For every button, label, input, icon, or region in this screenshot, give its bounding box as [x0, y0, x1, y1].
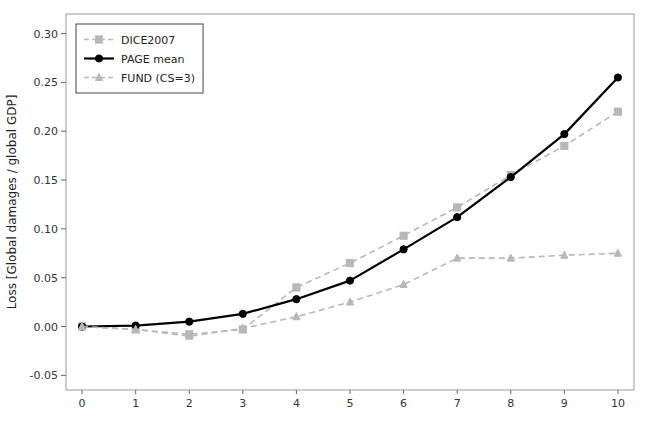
point: [400, 246, 407, 253]
y-tick: [61, 375, 66, 376]
y-tick-label: 0.25: [34, 76, 59, 89]
legend-label: FUND (CS=3): [121, 72, 195, 85]
point: [293, 313, 300, 320]
point: [561, 251, 568, 258]
y-tick-label: 0.15: [34, 174, 59, 187]
legend-label: DICE2007: [121, 34, 175, 47]
y-tick: [61, 131, 66, 132]
series-line: [82, 112, 618, 335]
x-axis: 0 1 2 3 4 5 6 7 8 9 10: [79, 390, 625, 410]
x-tick: [82, 390, 83, 394]
x-tick: [403, 390, 404, 394]
x-tick-label: 0: [79, 397, 86, 410]
point: [507, 173, 514, 180]
series-line: [82, 77, 618, 326]
point: [293, 296, 300, 303]
point: [78, 323, 85, 330]
series: [78, 249, 621, 339]
legend-marker: [95, 36, 102, 43]
y-tick-label: 0.00: [34, 321, 59, 334]
x-tick: [617, 390, 618, 394]
point: [239, 310, 246, 317]
series: [78, 108, 621, 338]
y-axis-label: Loss [Global damages / global GDP]: [5, 95, 19, 310]
x-tick-label: 7: [454, 397, 461, 410]
x-tick: [296, 390, 297, 394]
point: [132, 325, 139, 332]
legend-marker: [95, 73, 102, 80]
legend-box: [76, 24, 203, 93]
series: [78, 74, 621, 330]
point: [186, 318, 193, 325]
point: [78, 323, 85, 330]
y-tick: [61, 326, 66, 327]
point: [454, 214, 461, 221]
y-tick: [61, 180, 66, 181]
x-tick: [510, 390, 511, 394]
point: [346, 277, 353, 284]
point: [346, 259, 353, 266]
x-tick: [457, 390, 458, 394]
plot-area: [78, 74, 621, 339]
y-tick: [61, 33, 66, 34]
point: [454, 254, 461, 261]
y-tick: [61, 277, 66, 278]
point: [614, 249, 621, 256]
y-tick-label: -0.05: [30, 369, 58, 382]
point: [454, 204, 461, 211]
y-tick-label: 0.10: [34, 223, 59, 236]
legend-label: PAGE mean: [121, 53, 184, 66]
point: [561, 142, 568, 149]
x-tick: [189, 390, 190, 394]
x-tick-label: 1: [132, 397, 139, 410]
x-tick-label: 5: [347, 397, 354, 410]
x-tick: [564, 390, 565, 394]
y-axis: -0.05 0.00 0.05 0.10 0.15 0.20 0.25 0.30: [30, 28, 66, 383]
y-tick-label: 0.05: [34, 272, 59, 285]
chart: -0.05 0.00 0.05 0.10 0.15 0.20 0.25 0.30 0 1 2 3 4 5 6…: [0, 0, 650, 422]
series-line: [82, 253, 618, 336]
legend-marker: [95, 55, 102, 62]
x-tick-label: 2: [186, 397, 193, 410]
x-tick-label: 3: [239, 397, 246, 410]
y-tick-label: 0.20: [34, 125, 59, 138]
x-tick: [135, 390, 136, 394]
x-tick-label: 10: [611, 397, 625, 410]
y-tick-label: 0.30: [34, 28, 59, 41]
point: [293, 284, 300, 291]
point: [400, 232, 407, 239]
point: [614, 108, 621, 115]
point: [507, 254, 514, 261]
x-tick-label: 9: [561, 397, 568, 410]
point: [561, 131, 568, 138]
legend: DICE2007 PAGE mean FUND (CS=3): [76, 24, 203, 93]
point: [186, 332, 193, 339]
point: [400, 280, 407, 287]
point: [78, 322, 85, 329]
x-tick-label: 6: [400, 397, 407, 410]
plot-frame: [66, 14, 634, 390]
point: [346, 298, 353, 305]
point: [614, 74, 621, 81]
x-tick-label: 4: [293, 397, 300, 410]
x-tick: [350, 390, 351, 394]
x-tick-label: 8: [507, 397, 514, 410]
x-tick: [242, 390, 243, 394]
y-tick: [61, 82, 66, 83]
y-tick: [61, 228, 66, 229]
point: [239, 324, 246, 331]
